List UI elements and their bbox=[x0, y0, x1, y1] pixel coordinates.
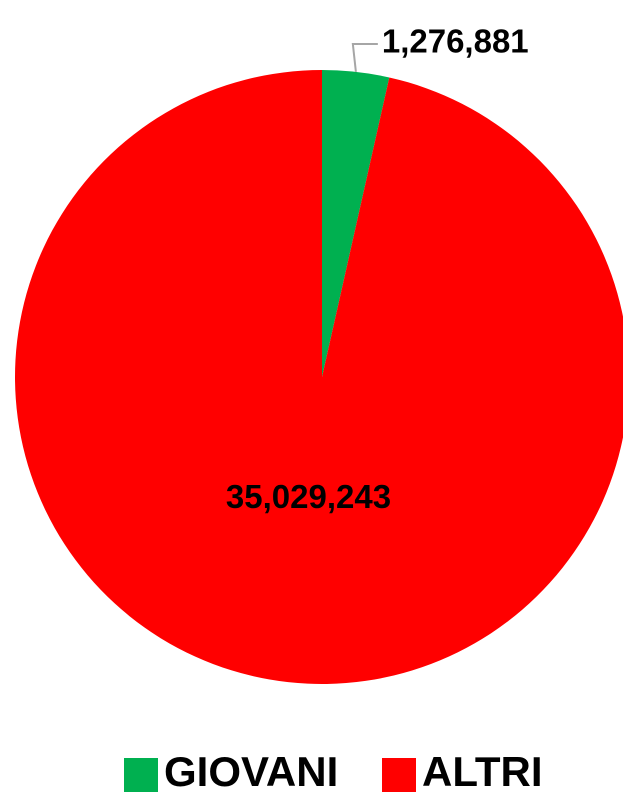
data-label-giovani: 1,276,881 bbox=[382, 23, 529, 60]
legend-label-altri: ALTRI bbox=[422, 748, 543, 795]
legend-label-giovani: GIOVANI bbox=[164, 748, 338, 795]
pie-slice-altri bbox=[15, 70, 623, 684]
leader-lines bbox=[351, 43, 378, 73]
data-label-altri: 35,029,243 bbox=[226, 478, 391, 515]
data-labels: 1,276,881 35,029,243 bbox=[226, 23, 529, 515]
legend-swatch-giovani bbox=[124, 758, 158, 792]
legend: GIOVANI ALTRI bbox=[124, 748, 543, 795]
pie-slices bbox=[15, 70, 623, 684]
legend-swatch-altri bbox=[382, 758, 416, 792]
pie-slice-giovani bbox=[322, 70, 390, 377]
leader-line-giovani bbox=[351, 43, 378, 73]
